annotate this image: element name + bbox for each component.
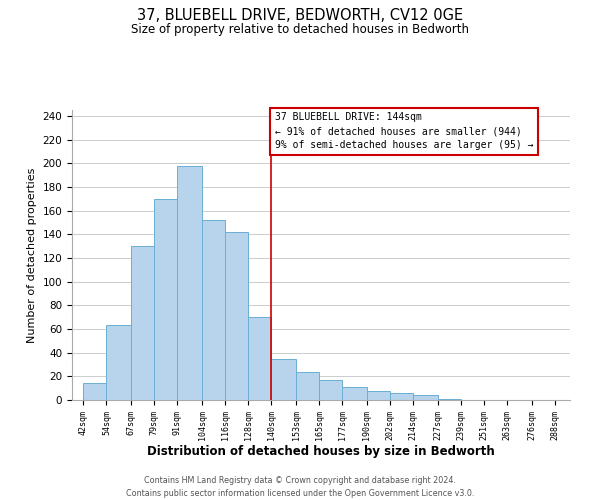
Text: 37 BLUEBELL DRIVE: 144sqm
← 91% of detached houses are smaller (944)
9% of semi-: 37 BLUEBELL DRIVE: 144sqm ← 91% of detac… bbox=[275, 112, 533, 150]
Bar bbox=[413, 396, 438, 400]
Bar bbox=[319, 380, 342, 400]
Bar bbox=[390, 393, 413, 400]
Text: 37, BLUEBELL DRIVE, BEDWORTH, CV12 0GE: 37, BLUEBELL DRIVE, BEDWORTH, CV12 0GE bbox=[137, 8, 463, 22]
Bar bbox=[225, 232, 248, 400]
Text: Contains HM Land Registry data © Crown copyright and database right 2024.: Contains HM Land Registry data © Crown c… bbox=[144, 476, 456, 485]
Bar bbox=[106, 326, 131, 400]
Bar bbox=[154, 199, 178, 400]
Bar bbox=[178, 166, 202, 400]
Bar bbox=[438, 399, 461, 400]
Y-axis label: Number of detached properties: Number of detached properties bbox=[27, 168, 37, 342]
Bar bbox=[342, 387, 367, 400]
Bar bbox=[296, 372, 319, 400]
Bar bbox=[248, 317, 271, 400]
Text: Contains public sector information licensed under the Open Government Licence v3: Contains public sector information licen… bbox=[126, 489, 474, 498]
Bar bbox=[131, 246, 154, 400]
Bar bbox=[202, 220, 225, 400]
Bar bbox=[83, 384, 106, 400]
Bar bbox=[367, 390, 390, 400]
Bar bbox=[271, 358, 296, 400]
X-axis label: Distribution of detached houses by size in Bedworth: Distribution of detached houses by size … bbox=[147, 446, 495, 458]
Text: Size of property relative to detached houses in Bedworth: Size of property relative to detached ho… bbox=[131, 22, 469, 36]
